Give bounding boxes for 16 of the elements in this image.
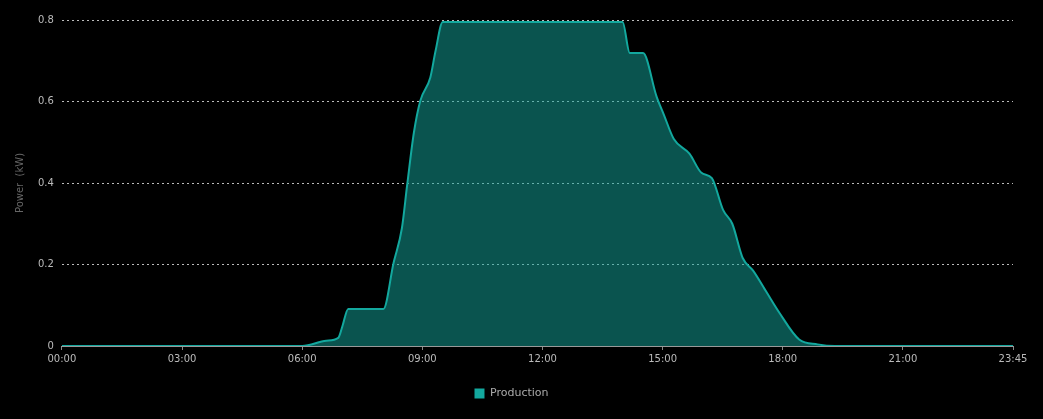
x-tick-label: 18:00 bbox=[768, 352, 798, 364]
x-tick-label: 00:00 bbox=[47, 352, 77, 364]
y-axis-title: Power (kW) bbox=[13, 152, 25, 214]
x-tick-label: 03:00 bbox=[167, 352, 197, 364]
x-tick-label: 12:00 bbox=[528, 352, 557, 364]
legend-label: Production bbox=[489, 386, 549, 400]
x-tick-label: 23:45 bbox=[998, 352, 1028, 364]
y-tick-label: 0 bbox=[47, 339, 54, 351]
x-tick-label: 15:00 bbox=[648, 352, 678, 364]
x-tick-label: 06:00 bbox=[287, 352, 317, 364]
x-tick-label: 21:00 bbox=[888, 352, 918, 364]
y-tick-label: 0.8 bbox=[38, 13, 54, 25]
y-tick-label: 0.4 bbox=[38, 176, 54, 188]
y-tick-label: 0.2 bbox=[38, 258, 54, 270]
x-tick-label: 09:00 bbox=[407, 352, 437, 364]
y-tick-label: 0.6 bbox=[38, 95, 54, 107]
